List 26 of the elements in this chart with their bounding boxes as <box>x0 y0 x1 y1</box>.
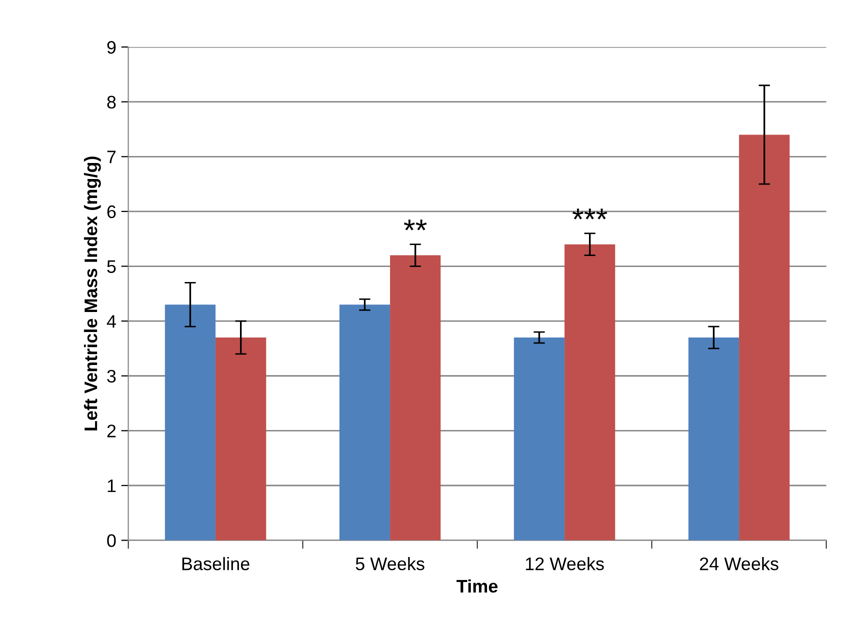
y-tick-label: 8 <box>107 96 116 109</box>
y-tick-label: 0 <box>107 534 116 548</box>
x-tick-label: 12 Weeks <box>526 556 604 570</box>
bar <box>216 338 266 540</box>
y-tick-label: 7 <box>107 150 116 164</box>
x-tick-label: Baseline <box>182 556 250 570</box>
bar <box>390 255 441 540</box>
y-tick-label: 1 <box>108 480 116 492</box>
x-axis-title: Time <box>456 579 498 593</box>
bar <box>164 304 216 540</box>
y-tick-label: 6 <box>107 205 116 218</box>
y-tick-label: 3 <box>107 370 116 383</box>
y-tick-label: 4 <box>106 315 116 328</box>
x-tick-label: 24 Weeks <box>700 556 778 570</box>
bar <box>564 244 616 540</box>
annotation: *** <box>572 208 608 220</box>
y-tick-label: 9 <box>107 40 116 54</box>
y-tick-label: 2 <box>107 424 116 438</box>
bar <box>339 304 390 540</box>
bar <box>688 338 740 540</box>
y-axis-title: Left Ventricle Mass Index (mg/g) <box>84 156 101 430</box>
bar <box>514 338 565 540</box>
annotation: ** <box>404 220 427 230</box>
x-tick-label: 5 Weeks <box>356 556 424 570</box>
y-tick-label: 5 <box>107 260 116 273</box>
bar <box>739 134 790 540</box>
